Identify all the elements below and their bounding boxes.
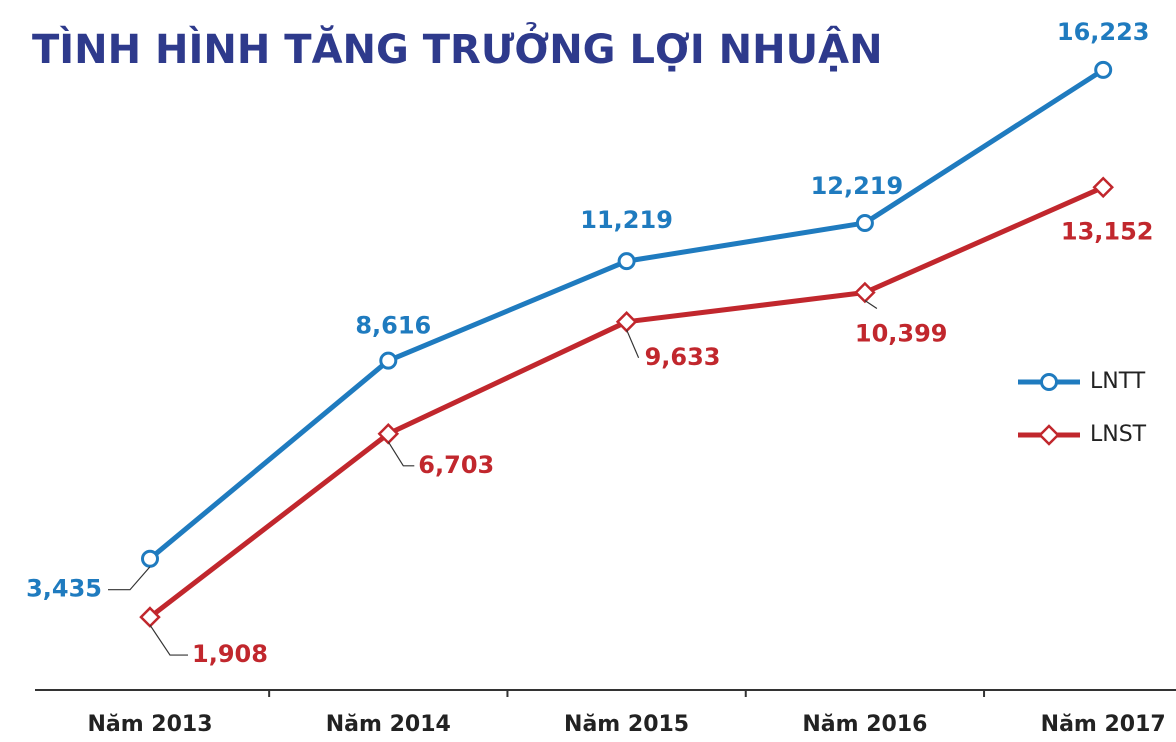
legend-marker	[1038, 424, 1060, 446]
data-label: 10,399	[855, 320, 948, 348]
legend-marker	[1040, 373, 1058, 391]
leader-line	[108, 566, 151, 591]
data-label: 12,219	[811, 172, 904, 200]
marker	[615, 311, 638, 333]
leader-line	[626, 329, 640, 359]
legend-label: LNST	[1090, 422, 1147, 447]
line	[148, 185, 1105, 620]
data-label: 6,703	[418, 451, 494, 479]
x-tick-label: Năm 2014	[326, 712, 451, 737]
leader-line	[387, 441, 415, 467]
legend-label: LNTT	[1090, 369, 1146, 394]
x-tick-label: Năm 2015	[564, 712, 689, 737]
data-label: 11,219	[580, 206, 673, 234]
x-tick-label: Năm 2013	[87, 712, 212, 737]
marker	[617, 252, 636, 271]
marker	[1094, 60, 1113, 79]
x-tick-label: Năm 2016	[802, 712, 927, 737]
data-label: 8,616	[355, 312, 431, 340]
data-label: 9,633	[645, 343, 721, 371]
leader-line	[149, 624, 188, 656]
chart-title: TÌNH HÌNH TĂNG TRƯỞNG LỢI NHUẬN	[32, 20, 883, 73]
marker	[379, 351, 398, 370]
marker	[855, 213, 874, 232]
data-label: 3,435	[26, 575, 102, 603]
marker	[1092, 176, 1114, 199]
leader-line	[864, 300, 878, 310]
data-label: 16,223	[1057, 18, 1150, 46]
marker	[854, 281, 876, 304]
x-tick-label: Năm 2017	[1041, 712, 1166, 737]
data-label: 13,152	[1061, 217, 1154, 245]
data-label: 1,908	[192, 640, 268, 668]
marker	[141, 549, 159, 568]
